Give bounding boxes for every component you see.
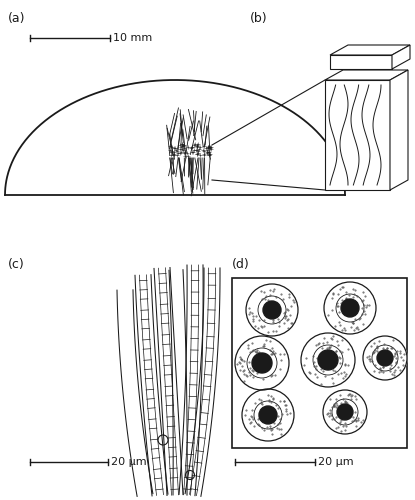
Circle shape <box>252 353 272 373</box>
Polygon shape <box>390 70 408 190</box>
Text: 10 mm: 10 mm <box>113 33 152 43</box>
Circle shape <box>341 299 359 317</box>
Polygon shape <box>325 80 390 190</box>
Text: 20 μm: 20 μm <box>111 457 146 467</box>
Text: (b): (b) <box>250 12 268 25</box>
Text: (c): (c) <box>8 258 25 271</box>
Text: (a): (a) <box>8 12 25 25</box>
Circle shape <box>337 404 353 420</box>
Circle shape <box>301 333 355 387</box>
Polygon shape <box>392 45 410 69</box>
Circle shape <box>242 389 294 441</box>
Polygon shape <box>330 45 410 55</box>
Circle shape <box>263 301 281 319</box>
Circle shape <box>235 336 289 390</box>
Circle shape <box>246 284 298 336</box>
Text: (d): (d) <box>232 258 250 271</box>
Bar <box>232 278 407 448</box>
Circle shape <box>259 406 277 424</box>
Polygon shape <box>330 55 392 69</box>
Text: 20 μm: 20 μm <box>318 457 354 467</box>
Polygon shape <box>325 70 408 80</box>
Circle shape <box>363 336 407 380</box>
Circle shape <box>324 282 376 334</box>
Circle shape <box>377 350 393 366</box>
Circle shape <box>318 350 338 370</box>
Circle shape <box>323 390 367 434</box>
